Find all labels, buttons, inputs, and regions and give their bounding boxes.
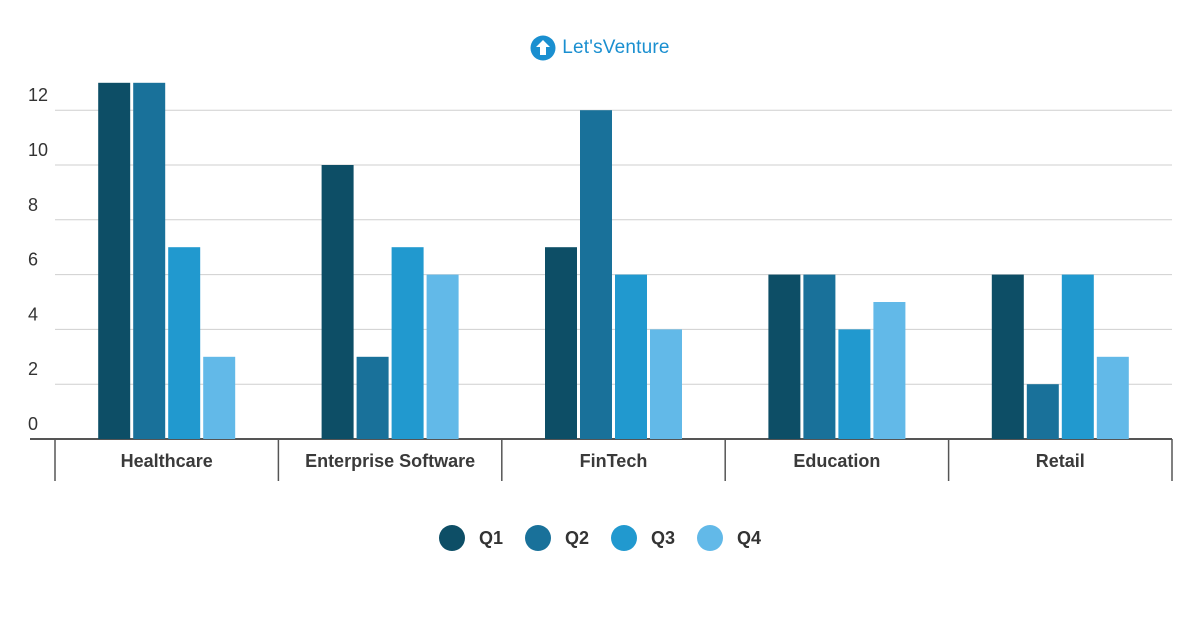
bar-q4 — [203, 356, 236, 439]
bar-q3 — [838, 329, 871, 439]
legend-item: Q1 — [438, 525, 503, 551]
bar-q4 — [426, 274, 459, 439]
bar-q2 — [356, 356, 389, 439]
legend-label: Q3 — [651, 527, 676, 548]
bar-q2 — [580, 110, 612, 439]
y-tick-label: 6 — [28, 250, 38, 270]
bar-q3 — [1061, 274, 1094, 439]
up-arrow-circle-icon — [530, 35, 556, 61]
legend-label: Q1 — [478, 527, 503, 548]
y-tick-label: 12 — [28, 85, 48, 105]
bar-q1 — [768, 274, 801, 439]
bar-q3 — [615, 274, 647, 439]
y-tick-label: 8 — [28, 195, 38, 215]
logo-text: Let'sVenture — [562, 37, 670, 58]
legend-label: Q2 — [564, 527, 589, 548]
legend-item: Q4 — [697, 525, 761, 551]
bar-q4 — [650, 329, 682, 439]
bar-q1 — [98, 82, 131, 440]
bar-q3 — [391, 247, 424, 439]
y-tick-label: 10 — [28, 140, 48, 160]
legend-item: Q3 — [611, 525, 675, 551]
chart-legend: Q1 Q2 Q3 Q4 — [0, 520, 1200, 556]
legend-item: Q2 — [524, 525, 589, 551]
category-label: FinTech — [580, 451, 648, 471]
bar-q4 — [873, 302, 906, 439]
bar-q1 — [991, 274, 1024, 439]
legend-swatch — [611, 525, 637, 551]
bar-q1 — [545, 247, 577, 439]
legend-swatch — [524, 525, 551, 551]
bar-q4 — [1096, 356, 1129, 439]
bar-q2 — [133, 82, 166, 440]
logo: Let'sVenture — [0, 33, 1200, 63]
category-label: Enterprise Software — [305, 451, 475, 471]
legend-swatch — [438, 525, 465, 551]
category-label: Retail — [1036, 451, 1085, 471]
y-tick-label: 0 — [28, 414, 38, 434]
y-tick-label: 4 — [28, 304, 38, 324]
bar-chart: 0 2 4 6 8 10 12 Healthcare Enterprise Software Fi… — [28, 82, 1173, 481]
legend-swatch — [697, 525, 724, 551]
legend-label: Q4 — [737, 527, 762, 548]
bar-q1 — [321, 165, 354, 439]
y-tick-label: 2 — [28, 359, 38, 379]
bar-q2 — [803, 274, 836, 439]
category-label: Healthcare — [121, 451, 213, 471]
bar-q2 — [1026, 384, 1059, 439]
bar-q3 — [168, 247, 201, 439]
category-label: Education — [793, 451, 880, 471]
